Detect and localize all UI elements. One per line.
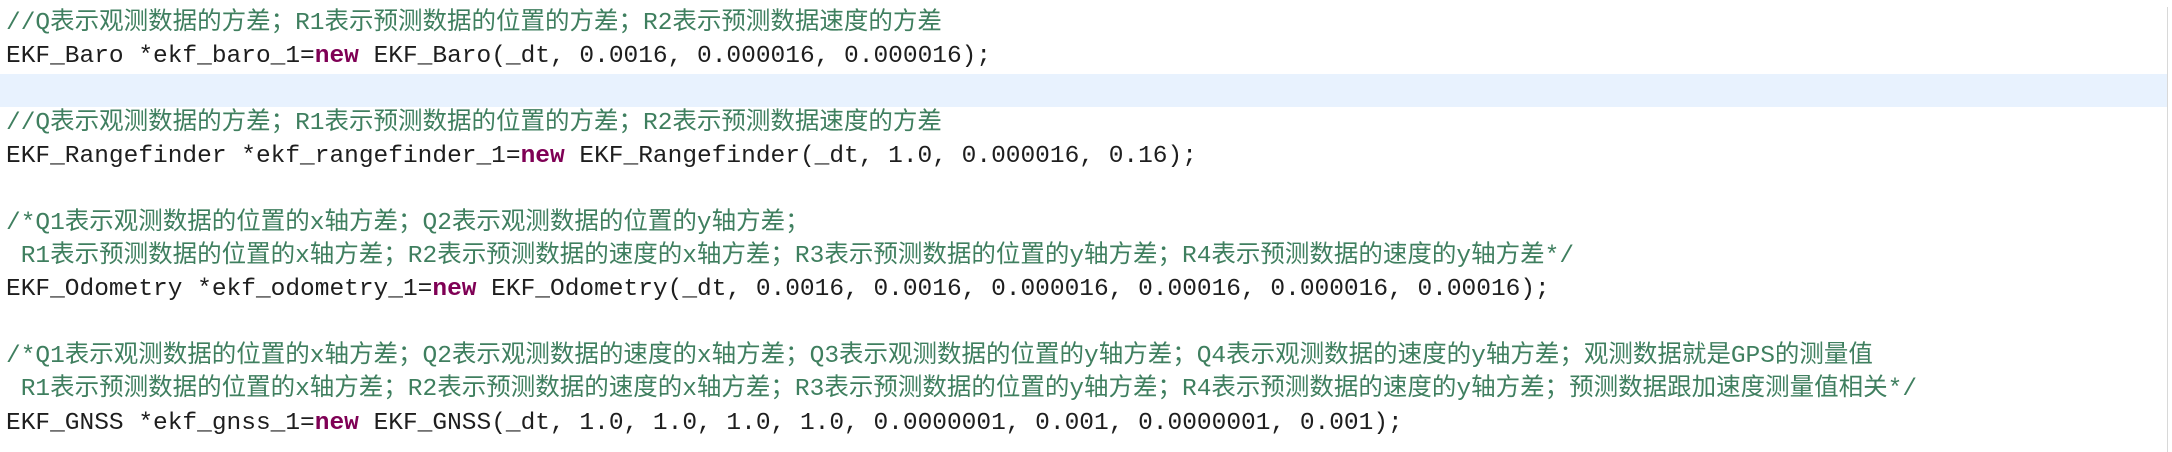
code-line[interactable]: EKF_GNSS *ekf_gnss_1=new EKF_GNSS(_dt, 1… <box>0 407 2167 440</box>
code-text: EKF_Odometry(_dt, 0.0016, 0.0016, 0.0000… <box>476 276 1550 304</box>
code-line[interactable]: /*Q1表示观测数据的位置的x轴方差；Q2表示观测数据的位置的y轴方差； <box>0 207 2167 240</box>
code-comment: //Q表示观测数据的方差；R1表示预测数据的位置的方差；R2表示预测数据速度的方… <box>6 109 942 137</box>
code-text: EKF_Baro *ekf_baro_1= <box>6 43 315 71</box>
code-line[interactable]: R1表示预测数据的位置的x轴方差；R2表示预测数据的速度的x轴方差；R3表示预测… <box>0 373 2167 406</box>
code-text: EKF_Rangefinder *ekf_rangefinder_1= <box>6 143 521 171</box>
code-text: EKF_Baro(_dt, 0.0016, 0.000016, 0.000016… <box>358 43 992 71</box>
code-text: EKF_GNSS(_dt, 1.0, 1.0, 1.0, 1.0, 0.0000… <box>358 409 1403 437</box>
code-line[interactable]: //Q表示观测数据的方差；R1表示预测数据的位置的方差；R2表示预测数据速度的方… <box>0 107 2167 140</box>
code-comment: /*Q1表示观测数据的位置的x轴方差；Q2表示观测数据的速度的x轴方差；Q3表示… <box>6 342 1873 370</box>
code-text: EKF_Rangefinder(_dt, 1.0, 0.000016, 0.16… <box>564 143 1197 171</box>
keyword-new: new <box>432 276 477 304</box>
code-line[interactable]: EKF_Odometry *ekf_odometry_1=new EKF_Odo… <box>0 273 2167 306</box>
code-comment: //Q表示观测数据的方差；R1表示预测数据的位置的方差；R2表示预测数据速度的方… <box>6 10 942 37</box>
code-line[interactable]: R1表示预测数据的位置的x轴方差；R2表示预测数据的速度的x轴方差；R3表示预测… <box>0 240 2167 273</box>
code-line[interactable]: EKF_Baro *ekf_baro_1=new EKF_Baro(_dt, 0… <box>0 40 2167 73</box>
code-line[interactable] <box>0 307 2167 340</box>
code-text: EKF_Odometry *ekf_odometry_1= <box>6 276 433 304</box>
code-line[interactable]: EKF_Rangefinder *ekf_rangefinder_1=new E… <box>0 140 2167 173</box>
code-line[interactable]: //Q表示观测数据的方差；R1表示预测数据的位置的方差；R2表示预测数据速度的方… <box>0 7 2167 40</box>
current-code-line[interactable] <box>0 73 2167 107</box>
code-comment: /*Q1表示观测数据的位置的x轴方差；Q2表示观测数据的位置的y轴方差； <box>6 209 810 237</box>
keyword-new: new <box>314 43 359 71</box>
keyword-new: new <box>314 409 359 437</box>
keyword-new: new <box>520 143 565 171</box>
code-line[interactable]: /*Q1表示观测数据的位置的x轴方差；Q2表示观测数据的速度的x轴方差；Q3表示… <box>0 340 2167 373</box>
code-text: EKF_GNSS *ekf_gnss_1= <box>6 409 315 437</box>
code-editor[interactable]: //Q表示观测数据的方差；R1表示预测数据的位置的方差；R2表示预测数据速度的方… <box>0 7 2168 452</box>
code-comment: R1表示预测数据的位置的x轴方差；R2表示预测数据的速度的x轴方差；R3表示预测… <box>6 376 1918 404</box>
code-comment: R1表示预测数据的位置的x轴方差；R2表示预测数据的速度的x轴方差；R3表示预测… <box>6 243 1575 271</box>
code-line[interactable] <box>0 173 2167 206</box>
